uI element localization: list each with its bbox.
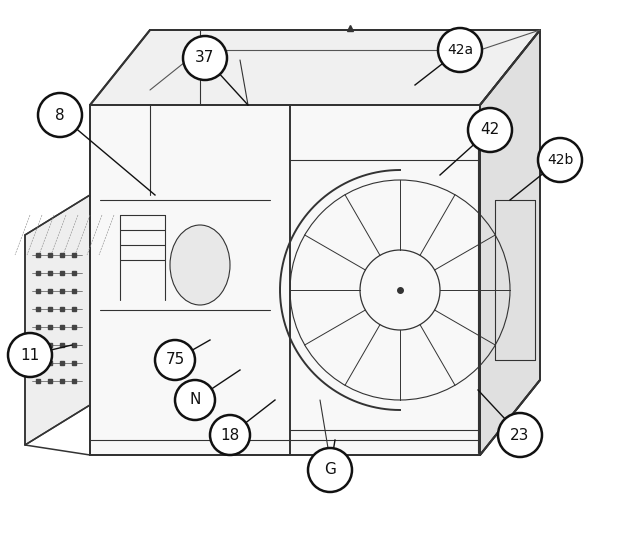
Text: N: N [189, 392, 201, 407]
Polygon shape [480, 30, 540, 455]
Text: 42b: 42b [547, 153, 573, 167]
Polygon shape [90, 30, 540, 105]
Circle shape [438, 28, 482, 72]
Text: 8: 8 [55, 108, 65, 123]
Circle shape [210, 415, 250, 455]
Text: G: G [324, 463, 336, 478]
Circle shape [468, 108, 512, 152]
Ellipse shape [170, 225, 230, 305]
Text: 18: 18 [220, 427, 239, 442]
Circle shape [308, 448, 352, 492]
Text: 37: 37 [195, 51, 215, 65]
Text: 11: 11 [20, 348, 40, 363]
Text: 42a: 42a [447, 43, 473, 57]
Circle shape [538, 138, 582, 182]
Circle shape [175, 380, 215, 420]
Circle shape [183, 36, 227, 80]
Circle shape [38, 93, 82, 137]
Text: 42: 42 [480, 123, 500, 137]
Circle shape [155, 340, 195, 380]
Text: 23: 23 [510, 427, 529, 442]
Polygon shape [25, 195, 90, 445]
Polygon shape [90, 105, 480, 455]
Text: 75: 75 [166, 353, 185, 368]
Circle shape [8, 333, 52, 377]
Circle shape [498, 413, 542, 457]
